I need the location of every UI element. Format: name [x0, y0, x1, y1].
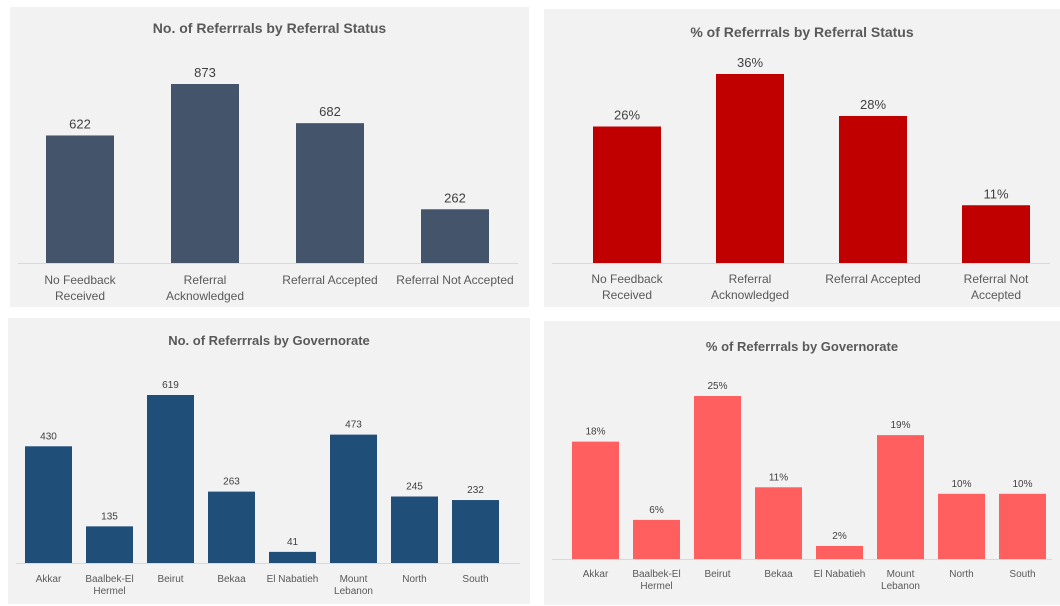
data-label: 473 [345, 420, 362, 431]
bar [999, 493, 1046, 559]
category-label: Referral Acknowledged [166, 273, 244, 303]
bar [572, 441, 619, 559]
category-label: Referral Accepted [282, 273, 377, 287]
data-label: 11% [983, 186, 1008, 201]
chart-panel-count-by-status: No. of Referrrals by Referral Status 622 N… [10, 7, 529, 307]
data-label: 25% [707, 381, 727, 392]
bar [938, 493, 985, 559]
bar [269, 551, 316, 563]
category-label: North [402, 574, 426, 585]
chart-count-by-status: No. of Referrrals by Referral Status 622 N… [18, 20, 518, 303]
data-label: 430 [40, 431, 57, 442]
chart-count-by-governorate: No. of Referrrals by Governorate 430 Akkar… [16, 333, 520, 597]
category-label: Mount Lebanon [881, 569, 920, 592]
data-label: 6% [649, 505, 664, 516]
chart-percent-by-status: % of Referrrals by Referral Status 26% No … [552, 24, 1050, 302]
bar [208, 491, 255, 563]
data-label: 28% [860, 97, 886, 112]
bar [147, 395, 194, 563]
bar [171, 84, 239, 263]
bar [633, 519, 680, 559]
bar [452, 500, 499, 563]
data-label: 36% [737, 55, 763, 70]
data-label: 263 [223, 477, 240, 488]
bar [86, 526, 133, 563]
category-label: El Nabatieh [814, 569, 866, 580]
category-label: No Feedback Received [591, 272, 663, 302]
bar [716, 74, 784, 263]
data-label: 622 [69, 116, 91, 131]
chart-panel-percent-by-governorate: % of Referrrals by Governorate 18% Akkar 6%… [544, 321, 1060, 605]
category-label: Referral Not Accepted [396, 273, 513, 287]
data-label: 10% [951, 479, 971, 490]
chart-title: No. of Referrrals by Governorate [168, 333, 370, 348]
bar [839, 116, 907, 263]
category-label: Beirut [704, 569, 730, 580]
data-label: 18% [585, 427, 605, 438]
chart-percent-by-governorate: % of Referrrals by Governorate 18% Akkar 6%… [552, 339, 1052, 592]
category-label: El Nabatieh [267, 574, 319, 585]
chart-panel-percent-by-status: % of Referrrals by Referral Status 26% No … [544, 9, 1060, 307]
chart-title: % of Referrrals by Governorate [706, 339, 898, 354]
category-label: Akkar [583, 569, 609, 580]
bar [421, 209, 489, 263]
data-label: 41 [287, 537, 299, 548]
category-label: Referral Acknowledged [711, 272, 789, 302]
category-label: Bekaa [217, 574, 246, 585]
category-label: Referral Not Accepted [964, 272, 1029, 302]
chart-title: % of Referrrals by Referral Status [690, 24, 914, 40]
category-label: Baalbek-El Hermel [85, 574, 133, 597]
category-label: South [462, 574, 488, 585]
category-label: Akkar [36, 574, 62, 585]
bar [46, 135, 114, 263]
bar [816, 545, 863, 559]
data-label: 682 [319, 104, 341, 119]
data-label: 2% [832, 531, 847, 542]
bar [694, 396, 741, 559]
category-label: Mount Lebanon [334, 574, 373, 597]
data-label: 26% [614, 108, 640, 123]
data-label: 619 [162, 380, 179, 391]
data-label: 873 [194, 65, 216, 80]
bar [330, 434, 377, 563]
category-label: Baalbek-El Hermel [632, 569, 680, 592]
category-label: Bekaa [764, 569, 793, 580]
bar [391, 496, 438, 563]
data-label: 245 [406, 482, 423, 493]
chart-panel-count-by-governorate: No. of Referrrals by Governorate 430 Akkar… [8, 318, 530, 604]
category-label: Referral Accepted [825, 272, 920, 286]
data-label: 232 [467, 485, 484, 496]
bar [25, 446, 72, 563]
bar [877, 435, 924, 559]
chart-title: No. of Referrrals by Referral Status [153, 20, 387, 36]
data-label: 10% [1012, 479, 1032, 490]
data-label: 262 [444, 190, 466, 205]
bar [962, 205, 1030, 263]
data-label: 11% [769, 472, 788, 483]
category-label: No Feedback Received [44, 273, 116, 303]
category-label: South [1009, 569, 1035, 580]
category-label: Beirut [157, 574, 183, 585]
bar [593, 126, 661, 263]
bar [755, 487, 802, 559]
data-label: 135 [101, 511, 118, 522]
category-label: North [949, 569, 973, 580]
bar [296, 123, 364, 263]
data-label: 19% [890, 420, 910, 431]
